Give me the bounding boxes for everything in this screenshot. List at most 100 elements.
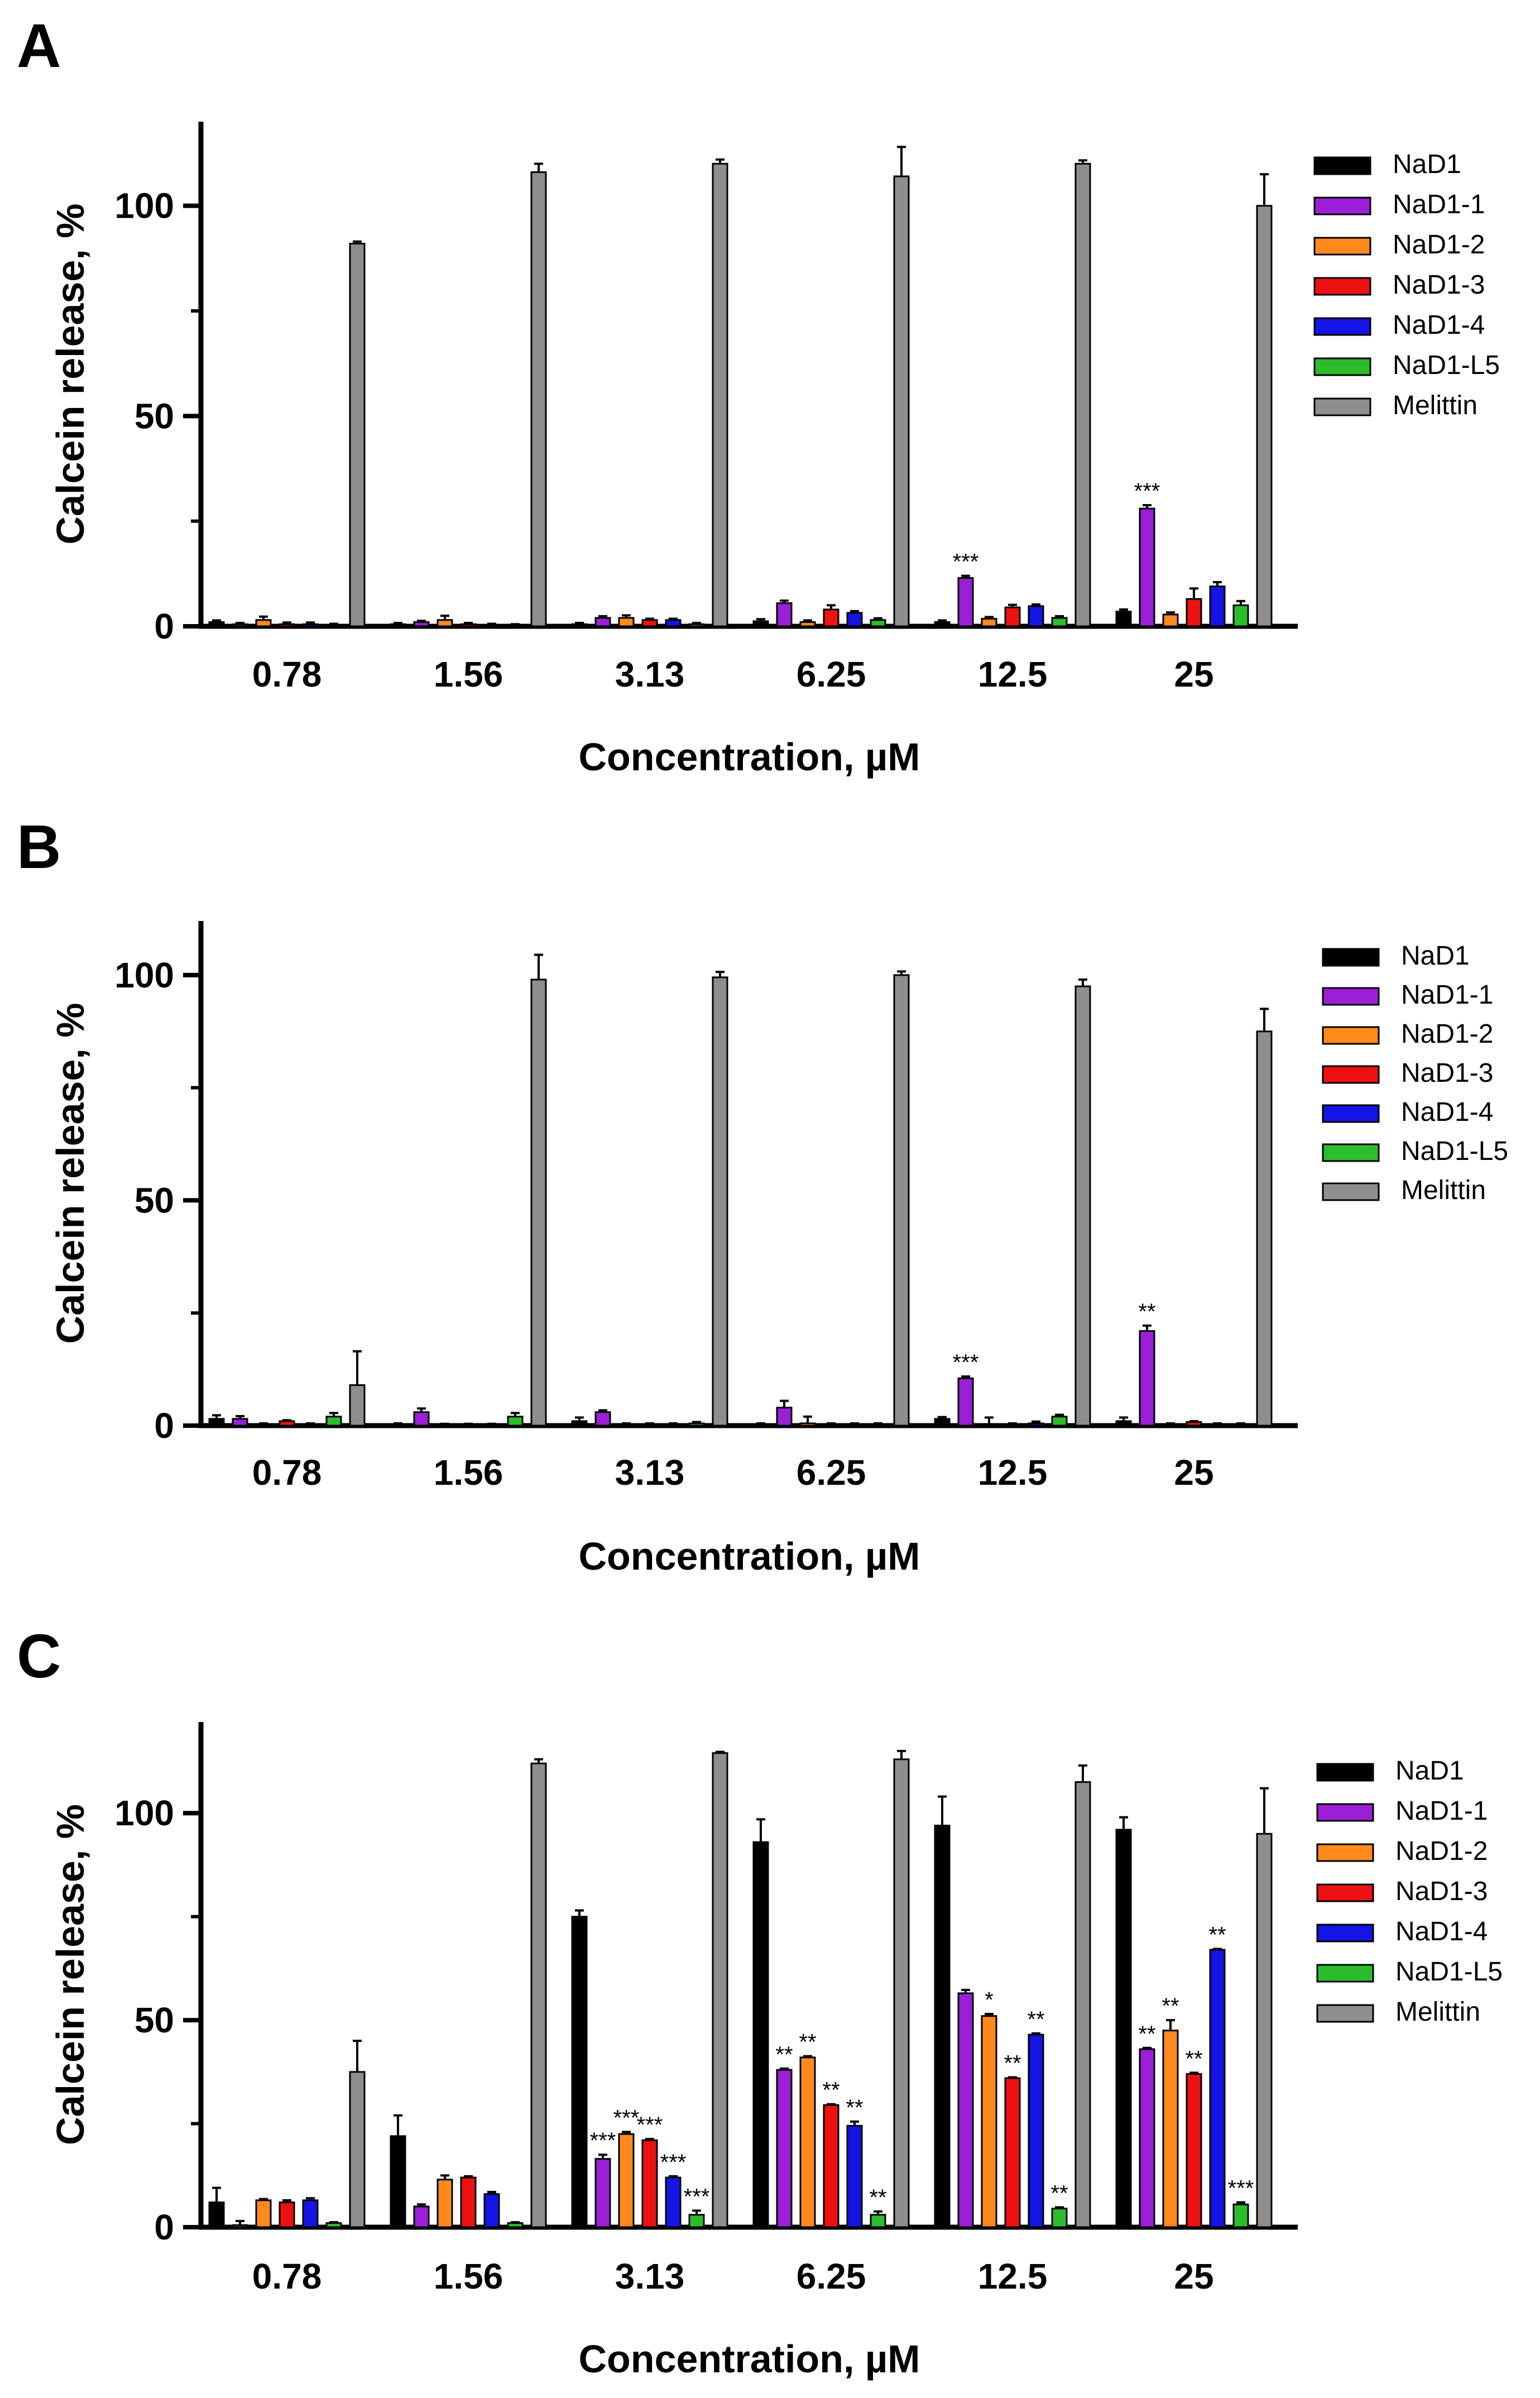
legend-label: NaD1-L5 bbox=[1393, 351, 1500, 380]
significance-label: ** bbox=[1138, 1299, 1155, 1324]
significance-label: ** bbox=[1050, 2181, 1068, 2205]
y-tick-label: 100 bbox=[114, 1793, 174, 1833]
legend-swatch-nad1-3 bbox=[1322, 1065, 1380, 1084]
bar-nad1-2 bbox=[799, 621, 816, 627]
bar-melittin bbox=[349, 242, 366, 627]
legend-label: NaD1 bbox=[1395, 1756, 1464, 1786]
bar-melittin bbox=[1256, 1030, 1273, 1427]
significance-label: *** bbox=[684, 2184, 710, 2209]
bar-nad1-l5 bbox=[325, 2222, 342, 2228]
bar-nad1-2 bbox=[799, 2056, 816, 2228]
bar-nad1-2 bbox=[255, 2199, 272, 2228]
bar-nad1 bbox=[1115, 1829, 1132, 2228]
bar-melittin bbox=[1256, 1833, 1273, 2228]
y-tick-label: 0 bbox=[154, 1406, 174, 1446]
bar-nad1-3 bbox=[460, 623, 477, 627]
bar-nad1-4 bbox=[846, 612, 863, 627]
significance-label: ** bbox=[1208, 1923, 1226, 1948]
x-axis-title: Concentration, µM bbox=[579, 2337, 920, 2381]
bar-nad1-l5 bbox=[1051, 2208, 1068, 2228]
bar-nad1-3 bbox=[279, 1420, 295, 1427]
x-tick-label: 25 bbox=[1174, 1452, 1213, 1493]
bar-nad1-l5 bbox=[688, 623, 705, 627]
legend-swatch-nad1-4 bbox=[1322, 1104, 1380, 1123]
significance-label: *** bbox=[660, 2150, 687, 2175]
legend-label: Melittin bbox=[1395, 1997, 1480, 2027]
legend-label: NaD1-1 bbox=[1395, 1796, 1488, 1826]
bar-melittin bbox=[893, 974, 910, 1427]
significance-label: *** bbox=[590, 2128, 616, 2153]
bar-nad1-3 bbox=[823, 608, 839, 627]
panel-letter: C bbox=[17, 1622, 61, 1691]
legend-label: NaD1-2 bbox=[1401, 1019, 1493, 1049]
y-tick-label: 100 bbox=[114, 186, 174, 226]
bar-nad1-4 bbox=[302, 623, 319, 627]
bar-nad1-l5 bbox=[870, 619, 886, 627]
legend-swatch-melittin bbox=[1322, 1182, 1380, 1201]
bar-melittin bbox=[530, 171, 547, 627]
legend-label: NaD1-3 bbox=[1401, 1058, 1493, 1088]
bar-nad1-1 bbox=[413, 2205, 430, 2228]
significance-label: *** bbox=[613, 2106, 640, 2130]
bar-melittin bbox=[712, 1752, 728, 2228]
significance-label: ** bbox=[1004, 2051, 1021, 2075]
y-tick-label: 100 bbox=[114, 955, 174, 995]
legend-swatch-nad1-3 bbox=[1316, 1883, 1374, 1902]
x-tick-label: 0.78 bbox=[252, 654, 322, 694]
bar-nad1-1 bbox=[1139, 507, 1155, 627]
chart-panel-b: B 0 50 100 Calcein release, % Concentration, … bbox=[17, 813, 1508, 1578]
bar-nad1-2 bbox=[618, 617, 635, 627]
legend-label: NaD1-1 bbox=[1393, 190, 1485, 219]
bar-nad1-1 bbox=[413, 1411, 430, 1427]
bar-nad1-2 bbox=[1162, 2030, 1179, 2228]
bar-nad1 bbox=[752, 1841, 769, 2228]
significance-label: *** bbox=[1134, 479, 1160, 503]
legend-label: NaD1-4 bbox=[1395, 1917, 1488, 1946]
y-axis-title: Calcein release, % bbox=[49, 1003, 92, 1344]
x-tick-label: 0.78 bbox=[252, 2256, 322, 2296]
y-tick-label: 0 bbox=[154, 2207, 174, 2247]
significance-label: * bbox=[985, 1988, 994, 2012]
x-axis-title: Concentration, µM bbox=[579, 1534, 920, 1578]
legend-label: NaD1-4 bbox=[1393, 310, 1485, 340]
x-axis-title: Concentration, µM bbox=[579, 735, 920, 779]
legend-label: NaD1-L5 bbox=[1401, 1136, 1508, 1166]
x-tick-label: 25 bbox=[1174, 2256, 1213, 2296]
bar-nad1-1 bbox=[776, 602, 793, 627]
significance-label: ** bbox=[846, 2095, 863, 2120]
bar-nad1-3 bbox=[1004, 606, 1021, 627]
significance-label: *** bbox=[637, 2113, 663, 2137]
bar-melittin bbox=[1074, 985, 1091, 1427]
bar-nad1-2 bbox=[436, 619, 453, 627]
legend: NaD1 NaD1-1 NaD1-2 NaD1-3 NaD1-4 NaD1-L5 Melit… bbox=[1313, 150, 1500, 420]
y-tick-label: 50 bbox=[135, 396, 174, 436]
bar-nad1-4 bbox=[846, 2124, 863, 2228]
significance-label: ** bbox=[822, 2078, 839, 2103]
bar-nad1-l5 bbox=[507, 1416, 524, 1427]
significance-label: ** bbox=[799, 2030, 816, 2055]
bar-nad1-2 bbox=[436, 2179, 453, 2228]
bar-nad1-2 bbox=[255, 619, 272, 627]
legend-swatch-nad1-l5 bbox=[1316, 1964, 1374, 1983]
bar-nad1 bbox=[934, 621, 951, 627]
bar-nad1-l5 bbox=[1051, 1416, 1068, 1427]
bar-melittin bbox=[1074, 162, 1091, 627]
bar-nad1-2 bbox=[618, 2133, 635, 2228]
bar-nad1-3 bbox=[823, 2104, 839, 2228]
bar-nad1-3 bbox=[1186, 598, 1202, 627]
bar-nad1-2 bbox=[981, 617, 997, 627]
x-tick-label: 12.5 bbox=[978, 1452, 1048, 1493]
legend-swatch-nad1-l5 bbox=[1313, 357, 1371, 376]
bar-nad1-l5 bbox=[507, 2222, 524, 2228]
significance-label: ** bbox=[1138, 2022, 1155, 2046]
legend-label: NaD1-L5 bbox=[1395, 1957, 1503, 1987]
bar-nad1-3 bbox=[1186, 1421, 1202, 1427]
bar-nad1-3 bbox=[1186, 2073, 1202, 2228]
bar-nad1 bbox=[390, 2135, 406, 2228]
bar-nad1-1 bbox=[594, 617, 611, 627]
bar-nad1-1 bbox=[232, 1418, 248, 1427]
bar-nad1 bbox=[934, 1824, 951, 2228]
bar-nad1-l5 bbox=[1051, 617, 1068, 627]
bar-nad1-2 bbox=[981, 1423, 997, 1427]
bar-nad1-l5 bbox=[688, 2214, 705, 2228]
